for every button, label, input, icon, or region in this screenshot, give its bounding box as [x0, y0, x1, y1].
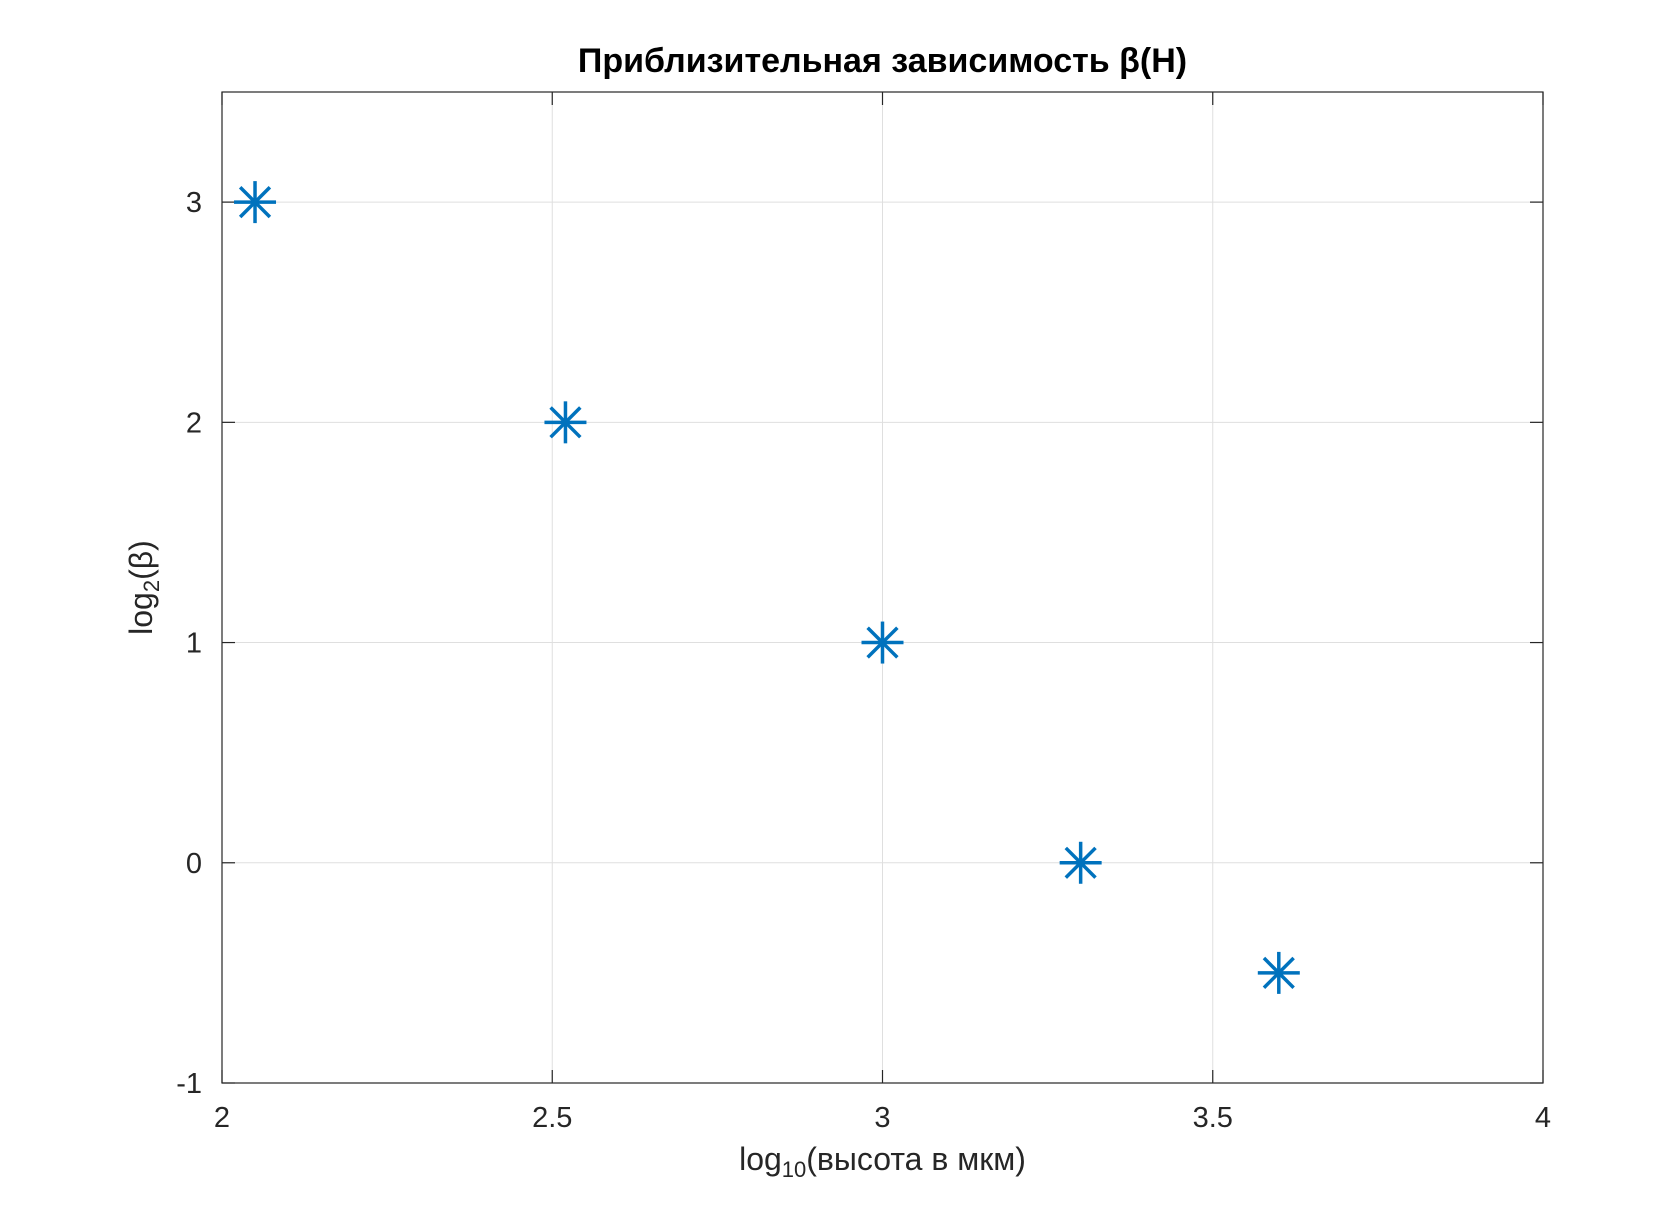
y-axis-label: log2(β): [123, 540, 164, 635]
x-tick-label: 3: [874, 1102, 890, 1134]
x-axis-label-subscript: 10: [782, 1157, 806, 1182]
ticks-layer: [221, 92, 1544, 1084]
data-point: [544, 401, 587, 444]
y-tick-labels: -1 0 1 2 3: [176, 187, 202, 1100]
data-point: [234, 181, 277, 224]
y-tick-label: 2: [186, 407, 202, 439]
y-axis-label-subscript: 2: [139, 580, 164, 592]
x-axis-label-suffix: (высота в мкм): [806, 1141, 1026, 1177]
y-axis-label-suffix: (β): [123, 540, 159, 580]
data-point: [1257, 951, 1300, 994]
x-tick-label: 2: [214, 1102, 230, 1134]
x-tick-label: 2.5: [532, 1102, 572, 1134]
y-tick-label: 3: [186, 187, 202, 219]
chart-title: Приблизительная зависимость β(H): [578, 42, 1187, 80]
y-tick-label: 1: [186, 628, 202, 660]
data-point: [1059, 841, 1102, 884]
x-axis-label-prefix: log: [739, 1141, 782, 1177]
data-point: [861, 621, 904, 664]
y-axis-label-prefix: log: [123, 592, 159, 635]
grid-layer: [222, 92, 1543, 1083]
y-tick-label: -1: [176, 1068, 202, 1100]
x-axis-label: log10(высота в мкм): [739, 1141, 1026, 1182]
y-tick-label: 0: [186, 848, 202, 880]
x-tick-labels: 2 2.5 3 3.5 4: [214, 1102, 1551, 1134]
data-points: [234, 181, 1300, 994]
x-tick-label: 4: [1535, 1102, 1551, 1134]
x-tick-label: 3.5: [1193, 1102, 1233, 1134]
